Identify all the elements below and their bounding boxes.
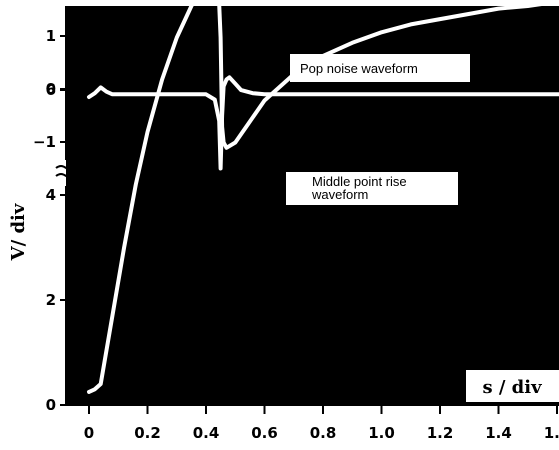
annotation-box-middle-point [286, 172, 458, 205]
x-tick-label: 0.4 [193, 424, 220, 442]
x-tick-label: 0 [84, 424, 94, 442]
y-tick-label: 4 [46, 186, 56, 204]
waveform-line-lower [87, 0, 559, 394]
annotation-pop-noise: Pop noise waveform [300, 61, 418, 76]
x-unit-label: s / div [482, 377, 542, 398]
x-tick-label: 1.2 [427, 424, 454, 442]
x-tick-label: 1.6 [544, 424, 559, 442]
annotation-box-pop-noise [290, 54, 470, 82]
axis-break-mark [55, 165, 77, 171]
y-tick-label: 6 [46, 81, 56, 99]
x-tick-label: 1.4 [485, 424, 512, 442]
y-tick-label: −1 [33, 133, 56, 151]
y-axis-label: V/ div [8, 203, 29, 261]
annotation-middle-point: Middle point rise waveform [311, 174, 407, 202]
x-unit-box [466, 370, 559, 402]
y-tick-label: 1 [46, 27, 56, 45]
x-tick-label: 1.0 [368, 424, 395, 442]
x-tick-label: 0.8 [310, 424, 337, 442]
x-tick-label: 0.2 [134, 424, 161, 442]
x-tick-label: 0.6 [251, 424, 278, 442]
y-tick-label: 2 [46, 291, 56, 309]
y-tick-label: 0 [46, 80, 56, 98]
axis-break-mark [55, 173, 77, 179]
y-tick-label: 0 [46, 396, 56, 414]
